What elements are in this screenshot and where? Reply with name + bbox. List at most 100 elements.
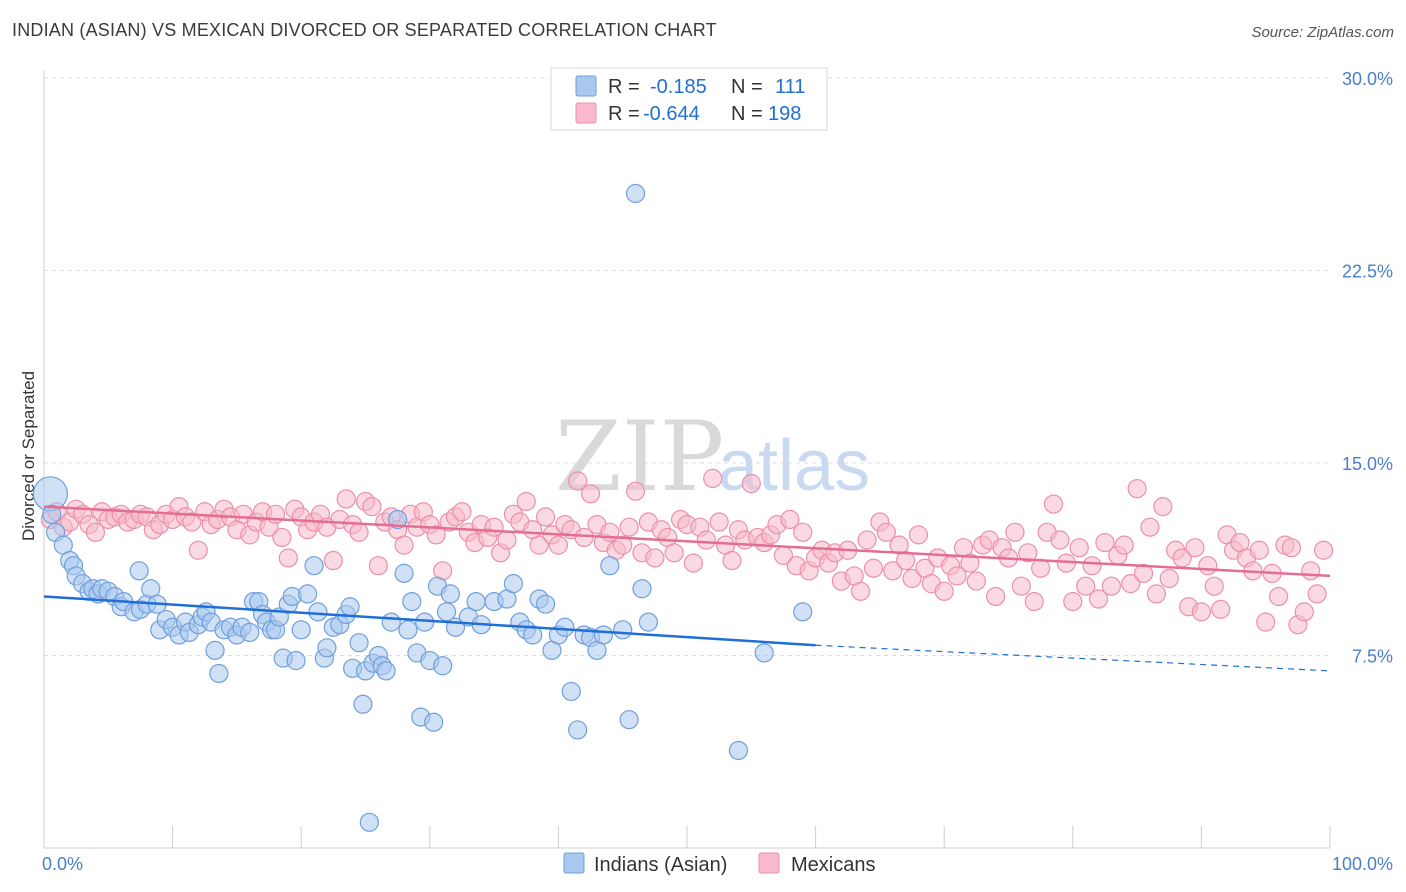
data-point — [298, 584, 318, 604]
data-point — [1140, 517, 1160, 537]
data-point — [1249, 540, 1269, 560]
data-point — [1011, 576, 1031, 596]
data-point — [402, 591, 422, 612]
data-point — [902, 568, 922, 589]
data-point — [209, 663, 229, 684]
x-tick-labels: 0.0% 100.0% — [42, 854, 1393, 874]
data-point — [376, 661, 396, 681]
data-point — [1191, 602, 1212, 622]
data-point — [1307, 584, 1327, 604]
data-point — [1127, 479, 1147, 499]
data-point — [381, 612, 401, 632]
data-point — [568, 720, 588, 740]
y-axis-label: Divorced or Separated — [19, 371, 38, 541]
data-point — [851, 581, 871, 601]
data-point — [535, 594, 556, 614]
legend-stats: R = -0.185 N = 111 R = -0.644 N = 198 — [550, 67, 828, 131]
data-point — [548, 535, 569, 555]
data-point — [619, 517, 639, 537]
legend-r-label: R = — [608, 76, 640, 98]
data-point — [272, 527, 292, 548]
data-point — [580, 484, 601, 504]
data-point — [433, 656, 453, 676]
legend-swatch-indians-asian — [563, 852, 585, 874]
data-point — [317, 638, 337, 658]
data-point — [535, 507, 556, 527]
data-point — [1095, 532, 1115, 553]
data-point — [1005, 522, 1025, 542]
data-point — [368, 556, 388, 576]
data-point — [593, 625, 614, 645]
data-point — [896, 550, 916, 571]
watermark-atlas: atlas — [718, 426, 870, 506]
data-point — [613, 535, 633, 555]
data-point — [1069, 538, 1089, 558]
data-point — [645, 548, 665, 568]
data-point — [1043, 494, 1064, 514]
data-point — [516, 491, 536, 512]
data-point — [1211, 599, 1231, 619]
legend-r-label: R = — [608, 103, 640, 125]
data-point — [793, 602, 813, 622]
data-point — [638, 612, 659, 632]
data-point — [1114, 535, 1134, 555]
data-point — [625, 481, 646, 501]
data-point — [398, 620, 418, 640]
data-point — [240, 622, 260, 643]
data-point — [349, 633, 369, 653]
x-tick-label: 100.0% — [1332, 854, 1393, 874]
data-point — [876, 522, 896, 542]
data-point — [308, 602, 328, 622]
data-point — [42, 504, 62, 524]
data-point — [440, 584, 460, 604]
data-point — [1050, 530, 1070, 550]
data-point — [1024, 591, 1044, 612]
data-point — [780, 509, 800, 530]
trend-line-indians-asian-extension — [815, 644, 1331, 672]
data-point — [696, 530, 716, 550]
data-point — [613, 620, 633, 640]
data-point — [1076, 576, 1096, 596]
data-point — [1101, 576, 1121, 596]
data-point — [966, 571, 986, 591]
data-point — [388, 509, 408, 530]
y-tick-label: 15.0% — [1342, 454, 1393, 474]
data-point — [205, 640, 225, 660]
data-point — [709, 512, 729, 532]
legend-n-value: 198 — [768, 103, 801, 125]
data-point — [703, 468, 723, 488]
data-point — [625, 183, 646, 204]
data-point — [632, 579, 652, 599]
data-point — [1082, 556, 1102, 576]
legend-swatch-pink — [575, 102, 597, 124]
data-point — [1281, 538, 1302, 558]
data-point — [1133, 563, 1154, 583]
data-point — [323, 550, 343, 571]
data-point — [619, 710, 639, 730]
data-point — [182, 512, 202, 532]
legend-label-indians-asian: Indians (Asian) — [594, 854, 727, 876]
data-point — [1088, 589, 1109, 609]
data-point — [466, 591, 486, 612]
data-point — [1146, 584, 1166, 604]
data-point — [561, 681, 581, 702]
axes — [43, 70, 1331, 849]
trend-line-mexicans — [43, 505, 1331, 578]
data-point — [947, 566, 967, 586]
legend-n-label: N = — [731, 103, 763, 125]
data-point — [1018, 543, 1038, 563]
data-point — [129, 561, 149, 581]
data-point — [1031, 558, 1051, 578]
data-point — [278, 548, 298, 568]
data-point — [362, 497, 382, 517]
data-point — [908, 525, 929, 545]
data-point — [1313, 540, 1334, 560]
data-point — [1198, 556, 1218, 576]
data-point — [1159, 568, 1179, 589]
data-point — [1153, 497, 1173, 517]
data-point — [349, 522, 369, 542]
data-point — [503, 574, 523, 594]
y-tick-labels: 7.5% 15.0% 22.5% 30.0% — [1342, 69, 1393, 667]
data-point — [664, 543, 684, 563]
